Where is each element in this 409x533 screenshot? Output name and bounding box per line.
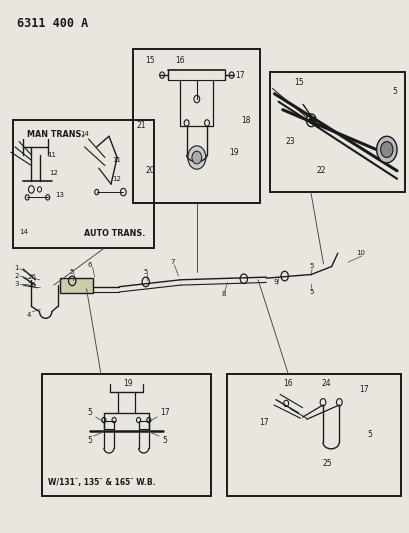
Text: 1: 1 — [14, 265, 18, 271]
Text: 5: 5 — [162, 436, 167, 445]
Circle shape — [308, 117, 313, 124]
Text: 24: 24 — [321, 379, 330, 388]
Circle shape — [187, 146, 205, 169]
Text: 15: 15 — [293, 77, 303, 86]
Circle shape — [191, 151, 201, 164]
Text: 5: 5 — [87, 436, 92, 445]
Text: AUTO TRANS.: AUTO TRANS. — [84, 229, 146, 238]
Text: 26: 26 — [28, 282, 36, 288]
Text: 5: 5 — [308, 289, 312, 295]
Text: 12: 12 — [112, 176, 121, 182]
Text: 17: 17 — [358, 384, 368, 393]
Text: 11: 11 — [47, 152, 56, 158]
Text: 21: 21 — [137, 121, 146, 130]
Text: 14: 14 — [80, 131, 89, 136]
Text: 5: 5 — [308, 263, 312, 270]
Text: 17: 17 — [258, 418, 268, 427]
Text: MAN TRANS.: MAN TRANS. — [27, 130, 85, 139]
Bar — [133, 49, 260, 203]
Text: 5: 5 — [391, 86, 396, 95]
Text: 15: 15 — [145, 56, 154, 64]
Text: 17: 17 — [234, 70, 244, 79]
Text: 3: 3 — [14, 281, 18, 287]
Text: 5: 5 — [87, 408, 92, 417]
Text: 18: 18 — [240, 116, 250, 125]
Text: 12: 12 — [49, 171, 58, 176]
Text: 13: 13 — [55, 192, 64, 198]
Text: 8: 8 — [220, 291, 225, 297]
Text: 6311 400 A: 6311 400 A — [17, 17, 88, 30]
Text: 22: 22 — [316, 166, 326, 175]
Bar — [13, 120, 153, 248]
Text: 10: 10 — [356, 250, 365, 256]
Text: 5: 5 — [69, 269, 73, 275]
Bar — [227, 374, 400, 496]
Text: 26: 26 — [28, 274, 36, 280]
Text: 5: 5 — [366, 430, 371, 439]
Text: 19: 19 — [228, 148, 238, 157]
Text: 23: 23 — [285, 137, 294, 146]
Text: 19: 19 — [123, 379, 133, 389]
Text: 2: 2 — [14, 272, 18, 279]
Text: 6: 6 — [87, 262, 92, 268]
Bar — [270, 72, 404, 192]
Circle shape — [380, 142, 392, 158]
Circle shape — [376, 136, 396, 163]
Bar — [60, 278, 92, 293]
Text: 9: 9 — [272, 279, 277, 286]
Text: 16: 16 — [175, 56, 185, 64]
Text: 7: 7 — [170, 259, 174, 265]
Text: 14: 14 — [19, 229, 27, 235]
Text: 4: 4 — [26, 312, 31, 318]
Text: 5: 5 — [143, 269, 148, 275]
Text: W/131″, 135″ & 165″ W.B.: W/131″, 135″ & 165″ W.B. — [47, 478, 155, 487]
Text: 11: 11 — [112, 157, 121, 163]
Text: 16: 16 — [283, 379, 292, 388]
Bar — [41, 374, 211, 496]
Text: 20: 20 — [145, 166, 154, 175]
Text: 25: 25 — [321, 459, 331, 468]
Text: 17: 17 — [160, 408, 170, 417]
